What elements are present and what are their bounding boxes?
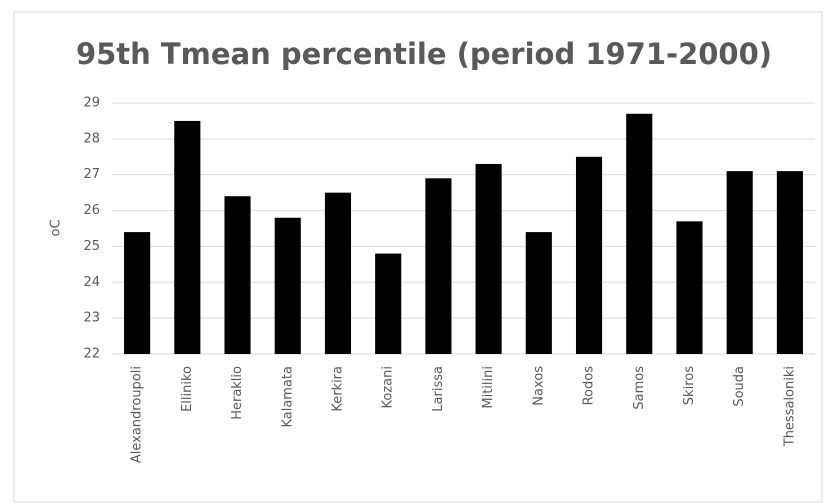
x-tick-label: Skiros	[682, 366, 697, 405]
bar	[776, 171, 803, 354]
x-tick-label: Larissa	[431, 366, 446, 412]
bar	[124, 232, 151, 354]
x-tick-label: Souda	[732, 366, 747, 407]
chart-title: 95th Tmean percentile (period 1971-2000)	[76, 37, 772, 71]
bar	[425, 178, 452, 354]
y-tick-label: 22	[83, 347, 100, 362]
y-tick-label: 27	[83, 167, 100, 182]
bar	[274, 217, 301, 354]
y-tick-label: 28	[83, 131, 100, 146]
bar	[174, 120, 201, 354]
x-tick-label: Kozani	[381, 366, 396, 408]
x-tick-label: Naxos	[531, 366, 546, 406]
y-axis-label: oC	[49, 219, 64, 236]
y-tick-label: 26	[83, 203, 100, 218]
x-tick-label: Kalamata	[280, 366, 295, 428]
x-tick-label: Rodos	[582, 366, 597, 406]
bar	[676, 221, 703, 354]
bar	[324, 192, 352, 354]
x-tick-label: Kerkira	[330, 366, 345, 412]
x-tick-label: Alexandroupoli	[130, 366, 145, 463]
bar	[224, 196, 251, 354]
bar	[375, 253, 402, 354]
x-tick-label: Heraklio	[230, 366, 245, 420]
x-tick-label: Thessaloniki	[782, 366, 797, 447]
bar	[575, 156, 603, 354]
y-tick-label: 25	[83, 239, 100, 254]
x-tick-label: Mitilini	[481, 366, 496, 409]
x-tick-label: Elliniko	[180, 366, 195, 412]
bar	[475, 163, 502, 354]
bar	[626, 113, 653, 354]
bar	[525, 232, 552, 354]
y-tick-label: 29	[83, 96, 100, 111]
x-tick-label: Samos	[632, 366, 647, 410]
bar	[726, 171, 753, 354]
y-tick-label: 24	[83, 275, 100, 290]
y-tick-label: 23	[83, 311, 100, 326]
